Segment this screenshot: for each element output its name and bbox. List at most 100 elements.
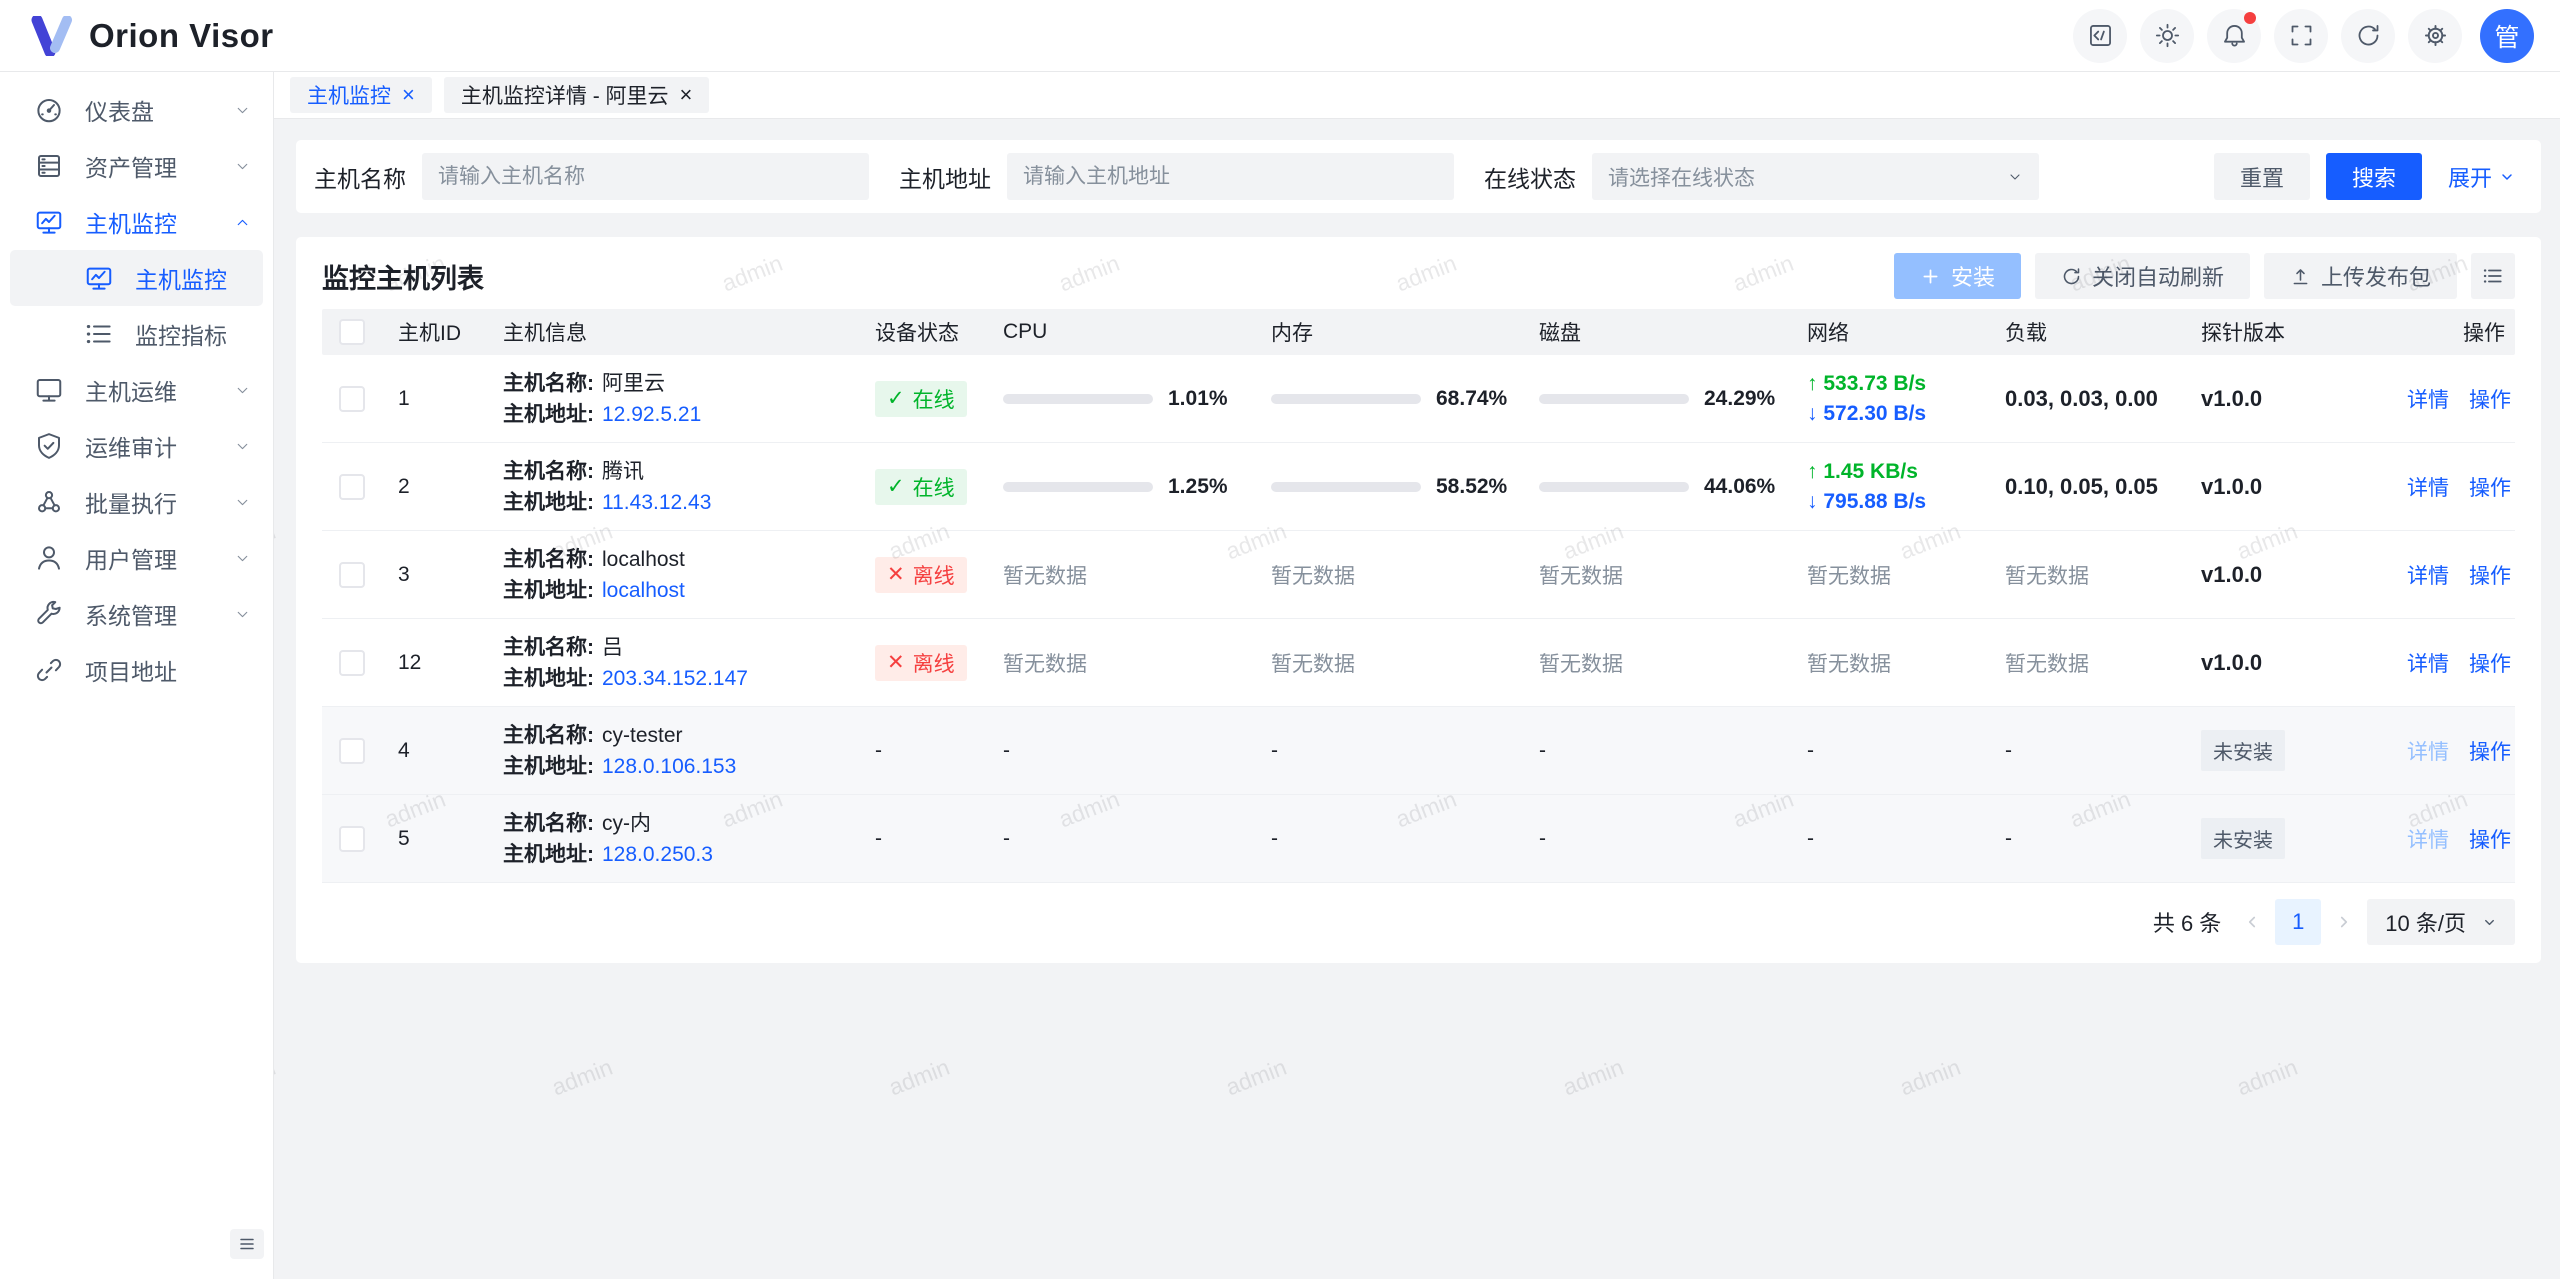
search-button[interactable]: 搜索	[2325, 153, 2422, 200]
notifications-button[interactable]	[2207, 8, 2261, 63]
content: 主机名称 主机地址 在线状态 请选择在线状态 重置 搜索 展开	[274, 119, 2560, 963]
detail-link[interactable]: 详情	[2407, 388, 2449, 412]
row-checkbox[interactable]	[339, 737, 365, 764]
sidebar-item-0[interactable]: 仪表盘	[0, 82, 273, 138]
ops-link[interactable]: 操作	[2469, 476, 2511, 500]
online-status-select[interactable]: 请选择在线状态	[1592, 153, 2039, 200]
sidebar-item-8[interactable]: 项目地址	[0, 642, 273, 698]
sidebar-collapse-button[interactable]	[230, 1229, 264, 1259]
refresh-button[interactable]	[2341, 8, 2395, 63]
expand-link[interactable]: 展开	[2448, 161, 2515, 193]
orion-visor-logo-icon	[31, 15, 72, 56]
progress-bar	[1003, 393, 1153, 404]
upload-package-button[interactable]: 上传发布包	[2263, 253, 2457, 299]
row-checkbox[interactable]	[339, 561, 365, 588]
notification-dot	[2244, 11, 2256, 24]
ops-link[interactable]: 操作	[2469, 388, 2511, 412]
ops-link[interactable]: 操作	[2469, 564, 2511, 588]
filter-card: 主机名称 主机地址 在线状态 请选择在线状态 重置 搜索 展开	[296, 140, 2541, 213]
topbar: Orion Visor	[0, 0, 2560, 72]
column-header-7: 负载	[2005, 322, 2047, 345]
sidebar-item-label: 用户管理	[85, 547, 177, 573]
ops-link[interactable]: 操作	[2469, 652, 2511, 676]
host-info-cell: 主机名称: cy-内 主机地址: 128.0.250.3	[503, 811, 713, 866]
version-cell: v1.0.0	[2185, 386, 2407, 412]
select-all-checkbox[interactable]	[339, 319, 365, 345]
progress-label: 1.25%	[1168, 474, 1228, 498]
host-address-input[interactable]	[1023, 164, 1438, 189]
tab-0[interactable]: 主机监控 ×	[290, 77, 432, 113]
metrics-list-icon	[84, 319, 114, 349]
sidebar-item-3[interactable]: 主机运维	[0, 362, 273, 418]
actions-cell: 详情 操作	[2407, 472, 2515, 502]
load-cell: 暂无数据	[2005, 652, 2089, 676]
code-button[interactable]	[2073, 8, 2127, 63]
reset-button[interactable]: 重置	[2213, 153, 2310, 200]
detail-link[interactable]: 详情	[2407, 740, 2449, 764]
sidebar-item-6[interactable]: 用户管理	[0, 530, 273, 586]
settings-button[interactable]	[2408, 8, 2462, 63]
sidebar-subitem-2-0[interactable]: 主机监控	[10, 250, 263, 306]
sidebar-item-5[interactable]: 批量执行	[0, 474, 273, 530]
fullscreen-button[interactable]	[2274, 8, 2328, 63]
column-settings-button[interactable]	[2471, 253, 2515, 299]
chevron-right-icon	[2341, 916, 2348, 928]
column-header-6: 网络	[1807, 322, 1849, 345]
sidebar-item-7[interactable]: 系统管理	[0, 586, 273, 642]
row-checkbox[interactable]	[339, 649, 365, 676]
detail-link[interactable]: 详情	[2407, 476, 2449, 500]
status-badge-offline: ✕ 离线	[875, 556, 967, 593]
host-address-link[interactable]: 12.92.5.21	[602, 402, 702, 426]
sidebar-subitem-2-1[interactable]: 监控指标	[10, 306, 263, 362]
detail-link[interactable]: 详情	[2407, 564, 2449, 588]
chevron-down-icon	[2502, 173, 2512, 180]
tab-close-icon[interactable]: ×	[679, 82, 693, 107]
row-checkbox[interactable]	[339, 825, 365, 852]
progress-label: 24.29%	[1704, 386, 1776, 410]
row-checkbox[interactable]	[339, 385, 365, 412]
chevron-left-icon	[2249, 916, 2256, 928]
install-button[interactable]: 安装	[1893, 253, 2021, 299]
chevron-down-icon	[234, 382, 251, 399]
version-cell: 未安装	[2185, 730, 2407, 771]
host-id: 2	[398, 474, 410, 498]
sidebar-item-2[interactable]: 主机监控	[0, 194, 273, 250]
sun-icon	[2155, 23, 2179, 48]
host-address-link[interactable]: 128.0.106.153	[602, 754, 737, 778]
detail-link[interactable]: 详情	[2407, 828, 2449, 852]
host-address-link[interactable]: 128.0.250.3	[602, 842, 713, 866]
assets-icon	[34, 151, 64, 181]
column-header-1: 主机信息	[503, 322, 587, 345]
chevron-up-icon	[234, 214, 251, 231]
host-address-link[interactable]: 203.34.152.147	[602, 666, 748, 690]
host-address-link[interactable]: 11.43.12.43	[602, 490, 712, 514]
row-checkbox[interactable]	[339, 473, 365, 500]
tab-close-icon[interactable]: ×	[402, 82, 415, 107]
actions-cell: 详情 操作	[2407, 736, 2515, 766]
ops-link[interactable]: 操作	[2469, 828, 2511, 852]
progress-bar	[1271, 393, 1421, 404]
tab-bar: 主机监控 × 主机监控详情 - 阿里云 ×	[274, 72, 2560, 119]
ops-link[interactable]: 操作	[2469, 740, 2511, 764]
next-page-button[interactable]	[2335, 913, 2353, 931]
sidebar-item-1[interactable]: 资产管理	[0, 138, 273, 194]
user-avatar[interactable]: 管	[2480, 8, 2534, 63]
tab-1[interactable]: 主机监控详情 - 阿里云 ×	[443, 77, 710, 113]
page-size-select[interactable]: 10 条/页	[2367, 899, 2515, 945]
detail-link[interactable]: 详情	[2407, 652, 2449, 676]
host-address-link[interactable]: localhost	[602, 578, 685, 602]
pagination: 共 6 条 1 10 条/页	[296, 883, 2541, 963]
status-cell: -	[859, 739, 987, 763]
theme-button[interactable]	[2140, 8, 2194, 63]
system-wrench-icon	[34, 599, 64, 629]
status-badge-online: ✓ 在线	[875, 380, 967, 417]
pagination-total: 共 6 条	[2152, 911, 2222, 936]
actions-cell: 详情 操作	[2407, 648, 2515, 678]
host-name-input[interactable]	[438, 164, 853, 189]
table-row-4: 4 主机名称: cy-tester 主机地址: 128.0.106.153 - - -…	[322, 707, 2515, 795]
auto-refresh-button[interactable]: 关闭自动刷新	[2034, 253, 2250, 299]
prev-page-button[interactable]	[2243, 913, 2261, 931]
sidebar-item-4[interactable]: 运维审计	[0, 418, 273, 474]
page-1-button[interactable]: 1	[2275, 899, 2322, 945]
host-monitor-icon	[84, 263, 114, 293]
